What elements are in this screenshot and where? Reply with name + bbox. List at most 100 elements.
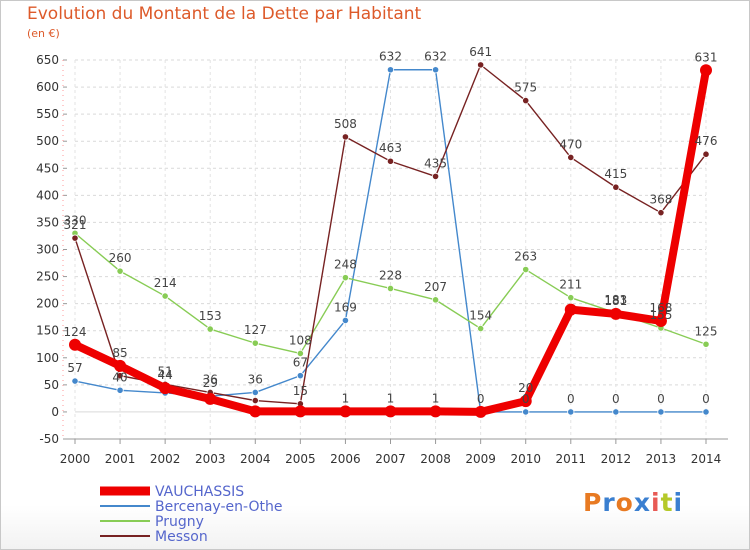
data-point xyxy=(522,97,530,105)
data-label: 67 xyxy=(293,356,308,370)
data-label: 51 xyxy=(158,364,173,378)
data-label: 108 xyxy=(289,333,312,347)
data-label: 1 xyxy=(432,391,440,405)
data-point xyxy=(477,61,485,69)
logo-letter: i xyxy=(673,488,684,517)
data-point xyxy=(339,405,352,418)
data-point xyxy=(564,303,577,316)
data-label: 15 xyxy=(293,384,308,398)
chart-title: Evolution du Montant de la Dette par Hab… xyxy=(27,4,422,24)
data-point xyxy=(567,408,575,416)
data-label: 44 xyxy=(158,368,173,382)
x-tick-label: 2010 xyxy=(510,452,541,466)
y-tick-label: 250 xyxy=(36,270,59,284)
data-point xyxy=(296,372,304,380)
data-label: 0 xyxy=(702,392,710,406)
data-point xyxy=(204,392,217,405)
y-tick-label: -50 xyxy=(39,432,59,446)
data-point xyxy=(654,314,667,327)
y-tick-label: 50 xyxy=(44,378,59,392)
data-point xyxy=(567,153,575,162)
data-label: 214 xyxy=(154,276,177,290)
data-point xyxy=(161,292,169,300)
data-label: 641 xyxy=(469,45,492,59)
y-tick-label: 200 xyxy=(36,297,59,311)
data-label: 508 xyxy=(334,117,357,131)
y-tick-label: 100 xyxy=(36,351,59,365)
data-label: 0 xyxy=(477,392,485,406)
data-point xyxy=(612,183,620,191)
data-label: 0 xyxy=(522,392,530,406)
data-point xyxy=(657,209,665,217)
logo-letter: r xyxy=(602,488,616,517)
data-label: 631 xyxy=(695,50,718,64)
data-point xyxy=(702,408,710,416)
logo-letter: x xyxy=(633,488,651,517)
data-label: 321 xyxy=(64,218,87,232)
logo-letter: i xyxy=(651,488,661,517)
data-point xyxy=(116,267,124,275)
data-point xyxy=(567,294,575,302)
data-point xyxy=(431,172,440,181)
x-tick-label: 2013 xyxy=(646,452,677,466)
data-label: 183 xyxy=(604,293,627,307)
data-label: 211 xyxy=(559,278,582,292)
y-tick-label: 400 xyxy=(36,188,59,202)
data-point xyxy=(251,339,259,347)
data-label: 228 xyxy=(379,268,402,282)
data-label: 470 xyxy=(559,137,582,151)
x-tick-label: 2014 xyxy=(691,452,722,466)
y-tick-label: 600 xyxy=(36,80,59,94)
data-label: 0 xyxy=(567,392,575,406)
data-label: 0 xyxy=(612,392,620,406)
data-label: 263 xyxy=(514,250,537,264)
data-point xyxy=(386,157,395,165)
data-point xyxy=(609,307,622,320)
data-label: 415 xyxy=(604,167,627,181)
data-point xyxy=(431,66,440,74)
data-point xyxy=(114,359,127,372)
data-point xyxy=(431,296,440,304)
data-point xyxy=(251,396,259,405)
x-tick-label: 2011 xyxy=(556,452,587,466)
y-tick-label: 500 xyxy=(36,134,59,148)
y-tick-label: 0 xyxy=(51,405,59,419)
data-point xyxy=(341,133,350,141)
data-label: 127 xyxy=(244,323,267,337)
data-point xyxy=(69,338,81,351)
data-label: 155 xyxy=(649,308,672,322)
data-label: 20 xyxy=(518,381,533,395)
data-label: 1 xyxy=(387,391,395,405)
data-point xyxy=(522,408,530,416)
y-tick-label: 550 xyxy=(36,107,59,121)
data-point xyxy=(612,408,620,416)
legend-label: VAUCHASSIS xyxy=(155,484,244,500)
data-label: 260 xyxy=(109,251,132,265)
data-label: 575 xyxy=(514,81,537,95)
data-point xyxy=(71,377,79,385)
data-point xyxy=(206,325,214,333)
data-point xyxy=(519,395,532,408)
x-tick-label: 2001 xyxy=(105,452,136,466)
legend-label: Prugny xyxy=(155,514,204,530)
unit-label: (en €) xyxy=(27,27,60,40)
data-label: 330 xyxy=(64,213,87,227)
y-tick-label: 150 xyxy=(36,324,59,338)
x-tick-label: 2002 xyxy=(150,452,181,466)
data-point xyxy=(386,66,395,74)
data-label: 29 xyxy=(203,376,218,390)
data-label: 124 xyxy=(64,325,87,339)
data-point xyxy=(249,405,262,418)
x-tick-label: 2009 xyxy=(465,452,496,466)
data-label: 85 xyxy=(112,346,127,360)
y-tick-label: 350 xyxy=(36,215,59,229)
data-point xyxy=(474,405,487,418)
y-tick-label: 650 xyxy=(36,53,59,67)
data-label: 435 xyxy=(424,156,447,170)
y-tick-label: 300 xyxy=(36,243,59,257)
proxiti-logo: Proxiti xyxy=(583,488,683,517)
data-point xyxy=(477,324,485,333)
data-label: 36 xyxy=(248,372,263,386)
data-label: 368 xyxy=(649,193,672,207)
